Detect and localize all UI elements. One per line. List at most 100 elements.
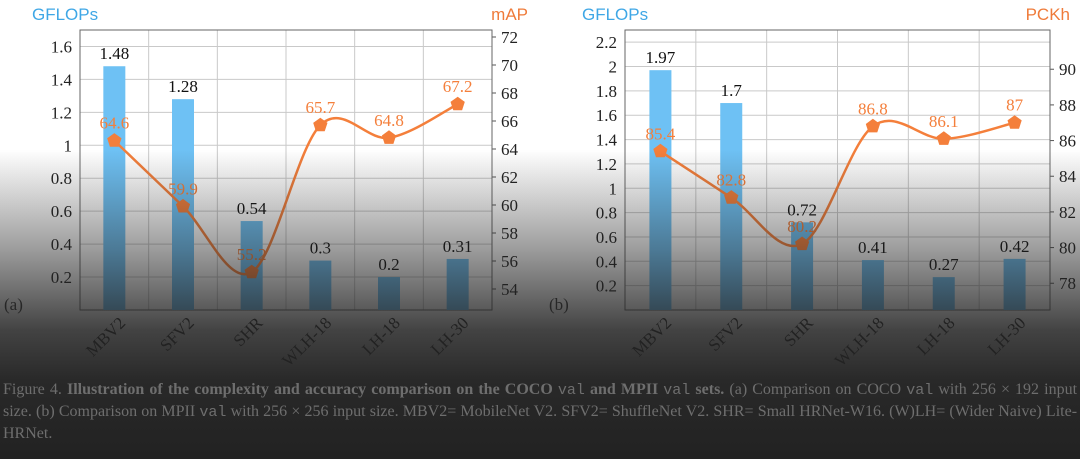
y-right-tick-label: 62	[501, 168, 518, 187]
bar-value-label: 0.3	[310, 239, 331, 258]
bar	[378, 277, 400, 310]
y-left-tick-label: 1.2	[51, 103, 72, 122]
line-value-label: 64.8	[374, 111, 404, 130]
y-right-tick-label: 72	[501, 28, 518, 47]
caption-prefix: Figure 4.	[3, 381, 62, 398]
x-category-label: MBV2	[82, 313, 129, 360]
chart-b: 0.2 0.4 0.6 0.8 1 1.2 1.4 1.6 1.8 2 2.2 78 80 82 84 86 8…	[549, 5, 1077, 370]
y-right-tick-label: 78	[1059, 274, 1076, 293]
y-left-tick-label: 0.8	[596, 204, 617, 223]
caption-bold-1: Illustration of the complexity and accur…	[66, 381, 553, 398]
y-left-tick-label: 1.6	[51, 37, 72, 56]
caption-code-3: val	[906, 382, 934, 399]
line-point-marker	[1007, 115, 1022, 129]
x-category-label: SFV2	[705, 313, 746, 354]
bar	[861, 260, 884, 310]
y-right-tick-label: 80	[1059, 239, 1076, 258]
y-left-tick-label: 0.2	[51, 268, 72, 287]
caption-code-4: val	[199, 404, 227, 421]
bar-value-label: 1.28	[168, 77, 198, 96]
line-value-label: 67.2	[443, 77, 473, 96]
bar-value-label: 0.27	[929, 255, 959, 274]
bar-value-label: 0.31	[443, 237, 473, 256]
y-right-axis-title: mAP	[491, 5, 528, 24]
y-right-axis-title: PCKh	[1026, 5, 1070, 24]
x-category-label: LH-30	[984, 313, 1029, 358]
y-left-tick-label: 0.2	[596, 277, 617, 296]
x-category-label: WLH-18	[278, 313, 335, 370]
line-point-marker	[381, 130, 397, 144]
line-value-label: 85.4	[646, 124, 676, 143]
y-left-tick-label: 1	[609, 179, 618, 198]
bar-value-label: 0.41	[858, 238, 888, 257]
x-category-label: WLH-18	[831, 313, 888, 370]
y-left-tick-label: 1	[64, 136, 73, 155]
y-right-tick-label: 58	[501, 224, 518, 243]
line-value-label: 86.8	[858, 99, 888, 118]
line-value-label: 65.7	[305, 98, 335, 117]
x-category-label: LH-30	[427, 313, 472, 358]
y-right-tick-label: 64	[501, 140, 519, 159]
y-right-tick-label: 70	[501, 56, 518, 75]
bar	[720, 103, 743, 310]
y-right-tick-label: 60	[501, 196, 518, 215]
bar-value-label: 0.2	[378, 255, 399, 274]
y-left-tick-label: 0.6	[51, 202, 72, 221]
y-left-tick-label: 0.6	[596, 228, 617, 247]
chart-a: 0.2 0.4 0.6 0.8 1 1.2 1.4 1.6 54 56 58 60 62 64 66 68 70…	[4, 5, 528, 370]
bar	[446, 258, 469, 310]
caption-code-1: val	[557, 382, 585, 399]
line-value-label: 55.2	[237, 245, 267, 264]
y-left-axis-title: GFLOPs	[582, 5, 648, 24]
y-right-tick-label: 90	[1059, 60, 1076, 79]
caption-bold-3: sets.	[695, 381, 725, 398]
line-point-marker	[865, 118, 880, 133]
y-right-tick-label: 66	[501, 112, 518, 131]
x-category-label: LH-18	[358, 313, 403, 358]
panel-label: (a)	[4, 295, 23, 314]
caption-text-3: with 256 × 256 input size. MBV2= MobileN…	[3, 403, 1078, 442]
y-left-tick-label: 1.4	[596, 131, 618, 150]
x-category-label: LH-18	[913, 313, 958, 358]
caption-text-2: with 256 × 192 input size. (b) Compariso…	[3, 381, 1078, 420]
bar-value-label: 0.42	[1000, 237, 1030, 256]
x-category-label: SFV2	[156, 313, 197, 354]
y-left-tick-label: 0.4	[596, 252, 618, 271]
line-point-marker	[313, 117, 328, 132]
line-value-label: 80.2	[787, 217, 817, 236]
y-left-tick-label: 0.8	[51, 169, 72, 188]
y-right-tick-label: 88	[1059, 96, 1076, 115]
caption-text-1: (a) Comparison on COCO	[729, 381, 902, 398]
y-right-tick-label: 86	[1059, 132, 1076, 151]
x-category-label: SHR	[230, 313, 267, 350]
panel-label: (b)	[549, 295, 569, 314]
line-point-marker	[450, 96, 465, 111]
bar-value-label: 1.48	[99, 44, 129, 63]
bar-value-label: 0.54	[237, 199, 267, 218]
line-value-label: 59.9	[168, 179, 198, 198]
y-left-tick-label: 1.6	[596, 106, 617, 125]
line-value-label: 82.8	[716, 171, 746, 190]
caption-code-2: val	[663, 382, 691, 399]
y-right-tick-label: 82	[1059, 203, 1076, 222]
caption-bold-2: and MPII	[589, 381, 659, 398]
bar	[309, 260, 332, 310]
y-right-tick-label: 54	[501, 280, 519, 299]
line-value-label: 64.6	[99, 114, 129, 133]
bar	[1003, 258, 1026, 310]
bar	[649, 70, 672, 310]
y-left-tick-label: 2.2	[596, 33, 617, 52]
line-value-label: 86.1	[929, 112, 959, 131]
y-right-tick-label: 68	[501, 84, 518, 103]
line-value-label: 87	[1006, 96, 1024, 115]
y-right-tick-label: 56	[501, 252, 518, 271]
y-left-axis-title: GFLOPs	[32, 5, 98, 24]
figure-caption: Figure 4. Illustration of the complexity…	[3, 379, 1077, 444]
y-left-tick-label: 2	[609, 58, 618, 77]
x-category-label: SHR	[780, 313, 817, 350]
bar-value-label: 1.7	[721, 81, 743, 100]
bar	[932, 277, 955, 310]
y-left-tick-label: 0.4	[51, 235, 73, 254]
y-right-tick-label: 84	[1059, 167, 1077, 186]
bar-value-label: 1.97	[646, 48, 676, 67]
